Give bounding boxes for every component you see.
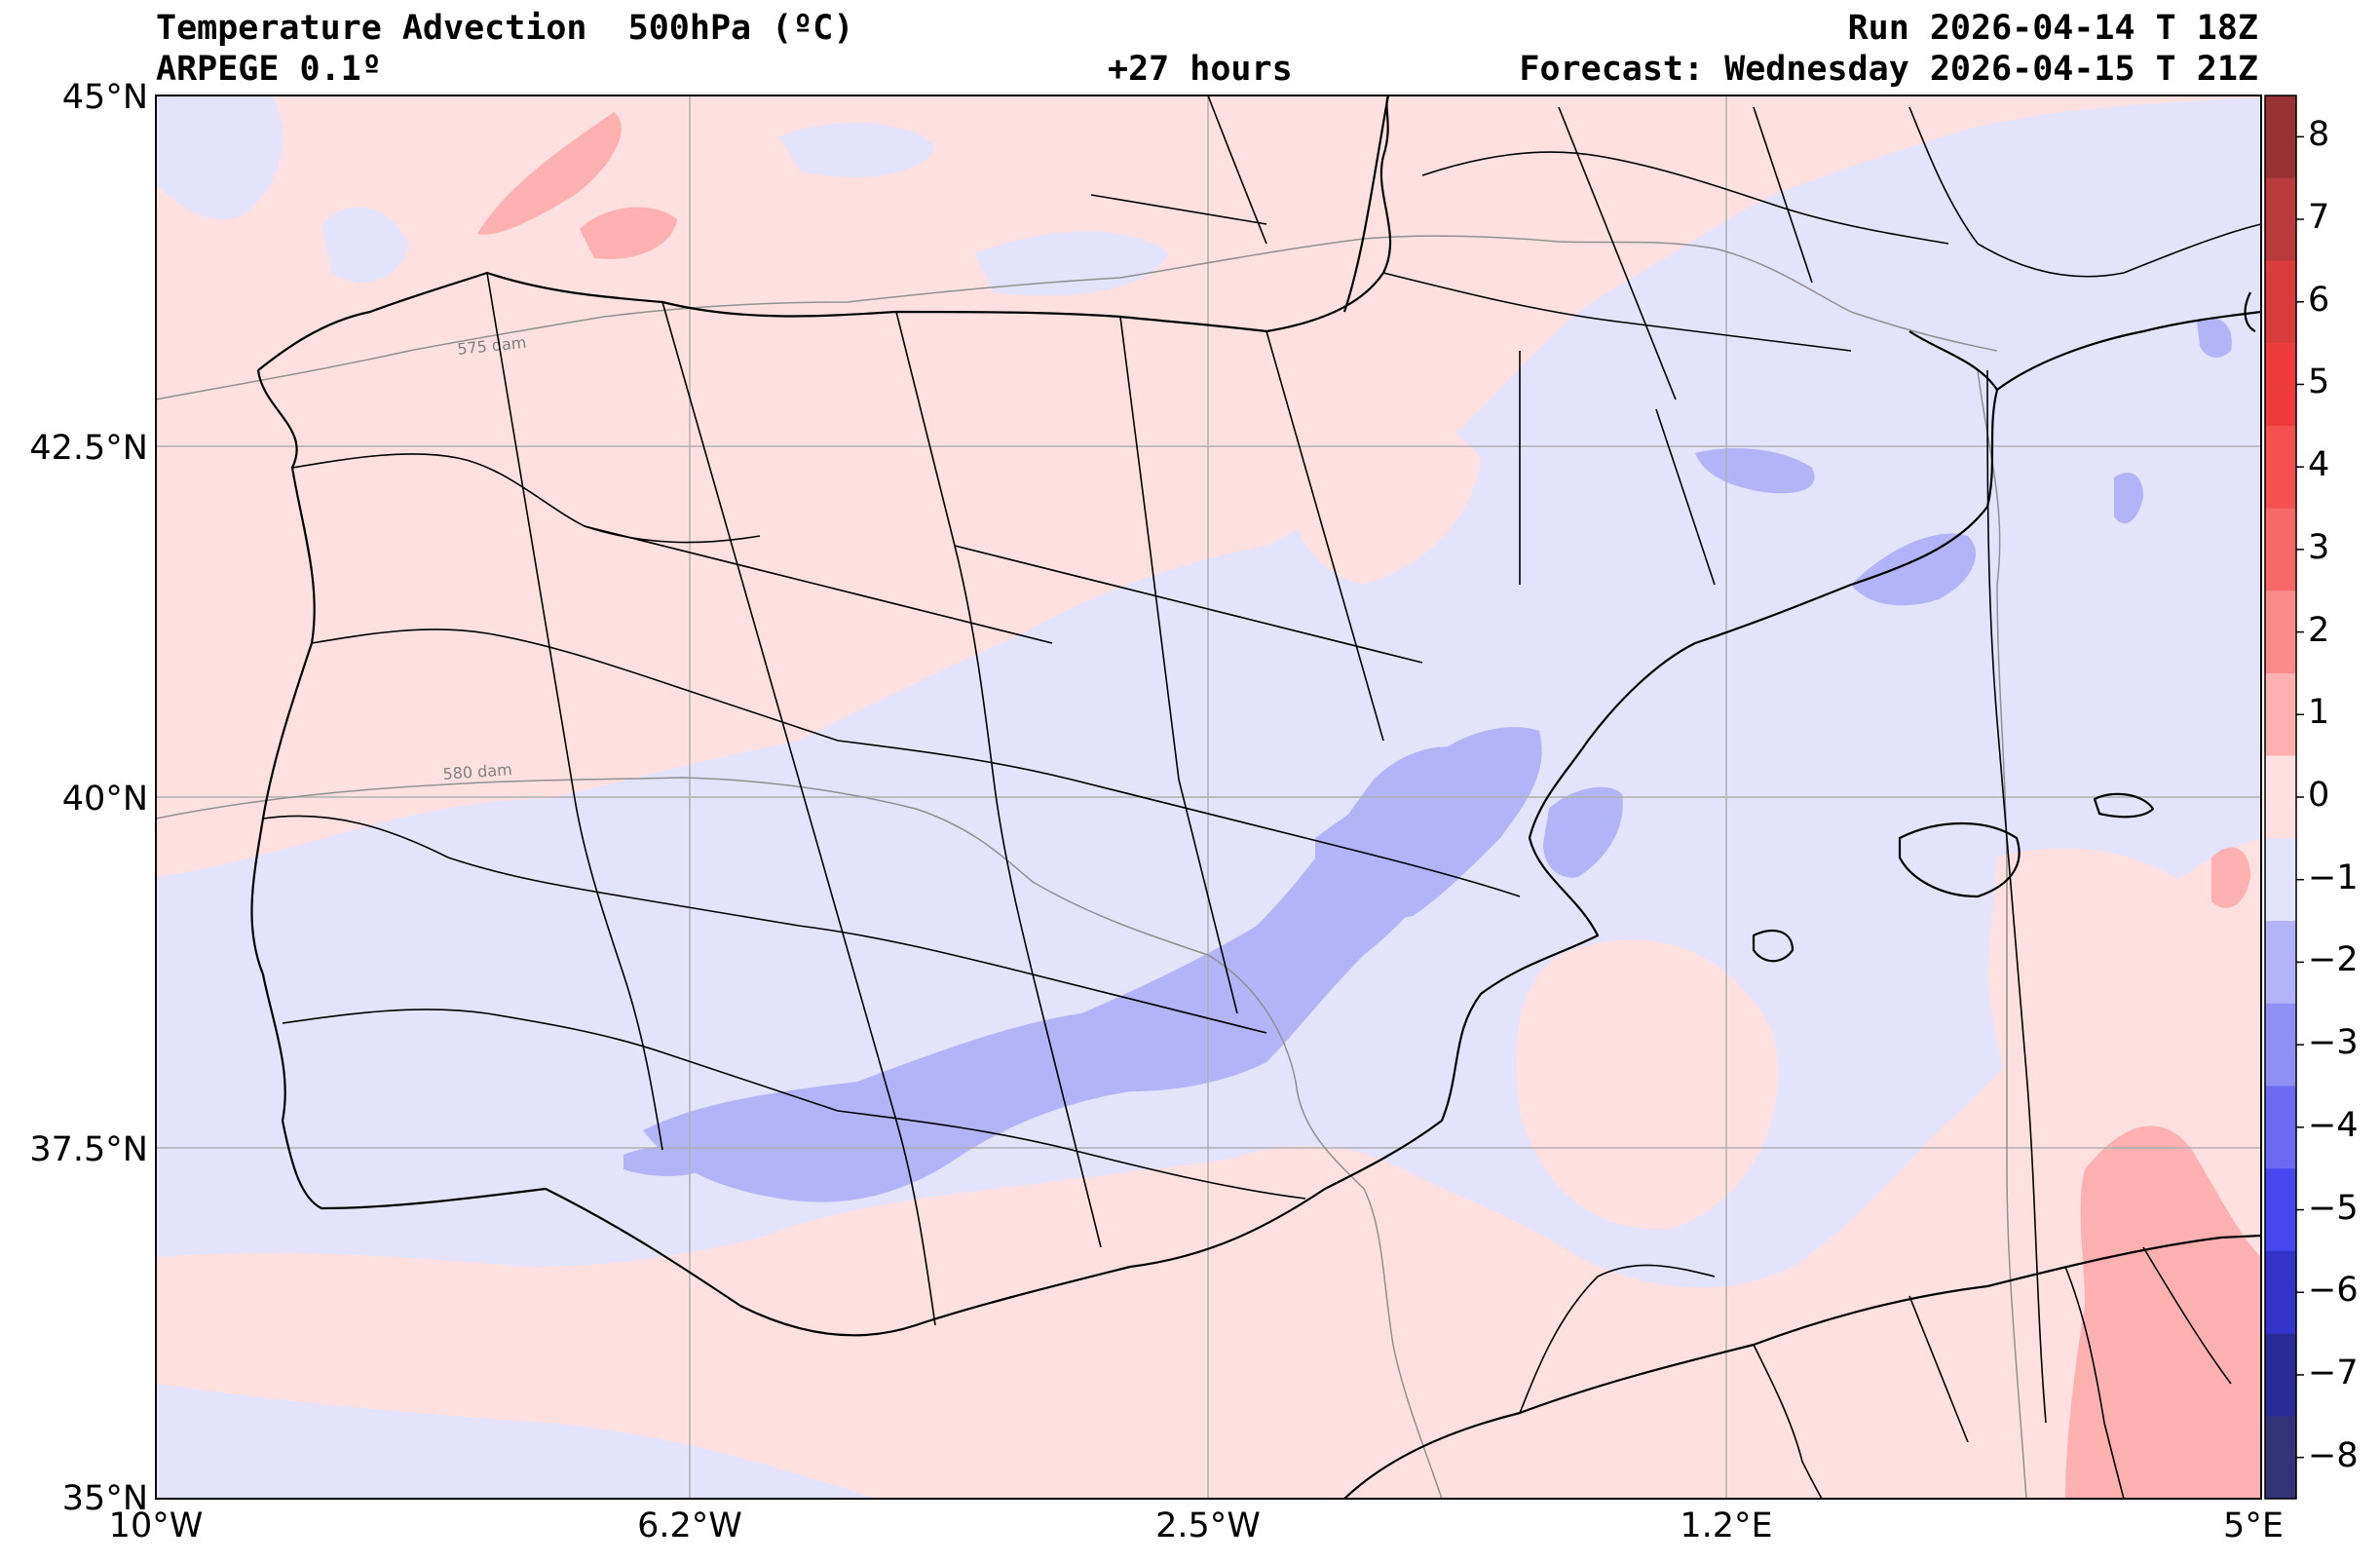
colorbar-tick-label: 8 xyxy=(2308,115,2330,155)
admin-borders xyxy=(262,95,2262,1500)
colorbar-segment xyxy=(2265,838,2296,922)
colorbar-tick-label: −8 xyxy=(2308,1435,2359,1475)
colorbar-tick-label: −6 xyxy=(2308,1271,2359,1311)
colorbar-segment xyxy=(2265,1250,2296,1335)
field-cold-weak-atlantic xyxy=(321,207,409,283)
colorbar-segment xyxy=(2265,921,2296,1005)
colorbar-segment xyxy=(2265,95,2296,179)
model-name: ARPEGE 0.1º xyxy=(156,50,382,89)
colorbar-segment xyxy=(2265,1003,2296,1086)
colorbar-segment xyxy=(2265,1333,2296,1417)
map-title: Temperature Advection 500hPa (ºC) xyxy=(156,9,854,48)
colorbar-frame xyxy=(2264,95,2297,1500)
coast-menorca xyxy=(2093,792,2155,819)
field-cold-weak-nw xyxy=(156,95,283,220)
field-cold-mid-valencia xyxy=(1315,727,1542,919)
colorbar-segment xyxy=(2265,1086,2296,1169)
forecast-time: Forecast: Wednesday 2026-04-15 T 21Z xyxy=(1519,50,2258,89)
colorbar-tick-label: 3 xyxy=(2308,527,2330,567)
colorbar-segment xyxy=(2265,1416,2296,1500)
run-time: Run 2026-04-14 T 18Z xyxy=(1847,9,2258,48)
field-warm-weak-east xyxy=(1516,939,1779,1230)
colorbar-tick-label: −7 xyxy=(2308,1353,2359,1392)
coast-ibiza xyxy=(1752,929,1794,963)
coast-france-west xyxy=(1342,95,1390,313)
field-cold-mid-coast xyxy=(1543,786,1623,878)
field-cold-weak-bay xyxy=(779,123,935,177)
lat-label-35n: 35°N xyxy=(61,1479,148,1518)
field-warm-mid-se xyxy=(2065,1125,2261,1499)
coast-france-south xyxy=(1996,310,2262,391)
lat-label-40n: 40°N xyxy=(61,780,148,819)
colorbar-tick-label: 6 xyxy=(2308,280,2330,320)
colorbar-tick-label: −5 xyxy=(2308,1188,2359,1228)
field-cold-mid-alps xyxy=(2197,318,2232,358)
lat-label-37.5n: 37.5°N xyxy=(29,1130,148,1169)
lon-label-1.2e: 1.2°E xyxy=(1680,1506,1773,1545)
contour-label-580: 580 dam xyxy=(442,760,512,783)
coast-iberia-north xyxy=(257,95,1392,371)
colorbar-tick-label: 5 xyxy=(2308,362,2330,402)
colorbar-segment xyxy=(2265,260,2296,344)
colorbar-tick-label: −4 xyxy=(2308,1105,2359,1145)
field-warm-mid-bay xyxy=(477,112,622,235)
colorbar-tick-label: 7 xyxy=(2308,198,2330,238)
coast-corsica xyxy=(2244,291,2256,332)
contour-east xyxy=(1977,369,2027,1500)
colorbar-segment xyxy=(2265,177,2296,261)
field-warm-mid-gulf xyxy=(2211,847,2250,908)
colorbar xyxy=(2265,95,2304,1500)
field-cold-mid-cat2 xyxy=(1851,533,1977,606)
colorbar-tick-label: 0 xyxy=(2308,776,2330,815)
colorbar-tick-label: −1 xyxy=(2308,858,2359,897)
field-cold-weak-north xyxy=(974,231,1169,296)
lon-label-6.2w: 6.2°W xyxy=(637,1506,742,1545)
map-frame xyxy=(155,95,2262,1500)
contour-575 xyxy=(155,235,1998,400)
colorbar-segment xyxy=(2265,591,2296,674)
colorbar-segment xyxy=(2265,672,2296,757)
colorbar-segment xyxy=(2265,508,2296,591)
graticule xyxy=(156,95,2261,1499)
coast-iberia-west xyxy=(250,330,1999,1337)
lon-label-2.5w: 2.5°W xyxy=(1155,1506,1261,1545)
lat-label-42.5n: 42.5°N xyxy=(29,429,148,468)
colorbar-tick-label: 4 xyxy=(2308,445,2330,485)
field-cold-mid-band xyxy=(643,746,1493,1202)
field-cold-mid-lyon xyxy=(2114,473,2143,524)
lead-time: +27 hours xyxy=(1108,50,1293,89)
colorbar-tick-label: 2 xyxy=(2308,610,2330,650)
colorbar-segment xyxy=(2265,425,2296,510)
colorbar-segment xyxy=(2265,343,2296,427)
colorbar-segment xyxy=(2265,1168,2296,1252)
field-cold-weak-coast xyxy=(156,1384,877,1499)
lon-label-10w: 10°W xyxy=(108,1506,204,1545)
colorbar-tick-label: −2 xyxy=(2308,940,2359,980)
field-cold-mid-cat xyxy=(1695,448,1815,494)
colorbar-segment xyxy=(2265,755,2296,839)
colorbar-tick-label: −3 xyxy=(2308,1023,2359,1063)
field-warm-mid-bay2 xyxy=(580,207,677,259)
coast-mallorca xyxy=(1898,821,2021,898)
geopotential-contours xyxy=(155,235,2027,1500)
lon-label-5e: 5°E xyxy=(2223,1506,2284,1545)
lat-label-45n: 45°N xyxy=(61,78,148,117)
contour-580 xyxy=(155,777,1443,1500)
colorbar-tick-label: 1 xyxy=(2308,693,2330,733)
field-warm-weak-ebro xyxy=(1286,404,1481,585)
